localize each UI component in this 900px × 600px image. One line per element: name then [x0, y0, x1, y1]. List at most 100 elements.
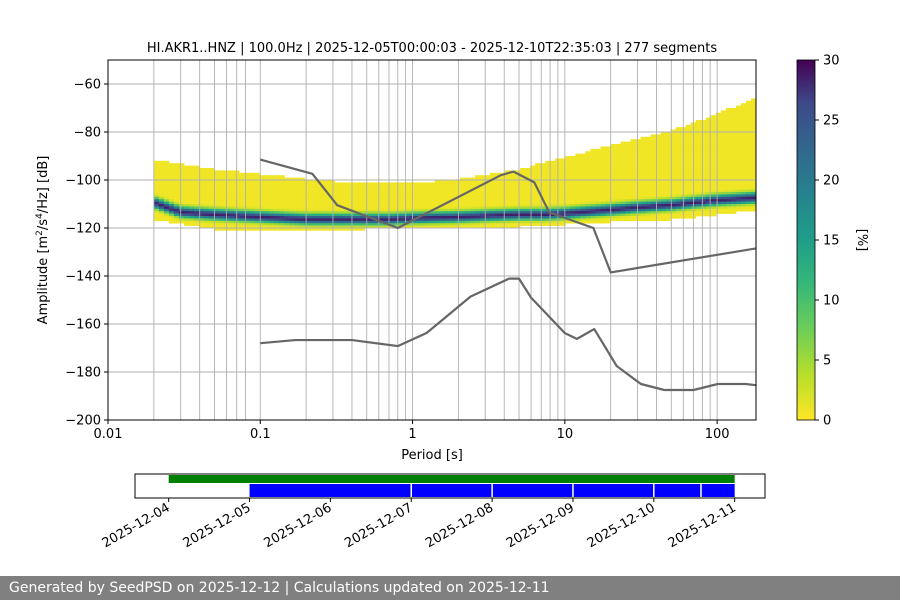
heatmap-cell [530, 199, 536, 202]
heatmap-cell [665, 165, 672, 169]
heatmap-cell [219, 204, 225, 207]
heatmap-cell [730, 201, 737, 205]
heatmap-cell [249, 196, 255, 200]
heatmap-cell [274, 180, 280, 183]
heatmap-cell [735, 165, 742, 169]
heatmap-cell [334, 182, 340, 186]
heatmap-cell [575, 211, 581, 214]
heatmap-cell [715, 141, 722, 145]
heatmap-cell [550, 201, 556, 205]
heatmap-cell [590, 204, 596, 207]
heatmap-cell [750, 156, 756, 159]
heatmap-cell [314, 189, 320, 193]
heatmap-cell [630, 213, 636, 217]
heatmap-cell [600, 180, 606, 183]
heatmap-cell [665, 136, 672, 140]
heatmap-cell [750, 108, 756, 111]
heatmap-cell [735, 129, 742, 133]
heatmap-cell [424, 182, 431, 186]
heatmap-cell [660, 206, 667, 210]
heatmap-cell [725, 189, 732, 193]
heatmap-cell [178, 218, 185, 222]
heatmap-cell [384, 220, 391, 224]
heatmap-cell [740, 108, 747, 111]
heatmap-cell [153, 208, 160, 212]
heatmap-cell [635, 196, 641, 200]
heatmap-cell [178, 172, 185, 176]
heatmap-cell [650, 163, 657, 166]
heatmap-cell [710, 204, 717, 207]
heatmap-cell [565, 158, 571, 162]
heatmap-cell [399, 196, 406, 200]
heatmap-cell [199, 216, 205, 219]
heatmap-cell [750, 165, 756, 169]
heatmap-cell [525, 206, 531, 210]
heatmap-cell [585, 160, 591, 164]
heatmap-cell [705, 153, 712, 157]
heatmap-cell [520, 172, 526, 176]
heatmap-cell [464, 225, 471, 229]
heatmap-cell [635, 139, 641, 142]
heatmap-cell [319, 194, 325, 198]
heatmap-cell [610, 177, 616, 181]
heatmap-cell [505, 199, 511, 202]
heatmap-cell [490, 216, 496, 219]
heatmap-cell [364, 211, 371, 214]
heatmap-cell [204, 220, 210, 224]
heatmap-cell [575, 156, 581, 159]
heatmap-cell [610, 165, 616, 169]
heatmap-cell [424, 192, 431, 195]
heatmap-cell [474, 220, 481, 224]
heatmap-cell [153, 168, 160, 171]
heatmap-cell [183, 199, 190, 202]
heatmap-cell [289, 180, 295, 183]
heatmap-cell [299, 182, 305, 186]
heatmap-cell [590, 208, 596, 212]
heatmap-cell [274, 199, 280, 202]
heatmap-cell [735, 148, 742, 152]
heatmap-cell [530, 189, 536, 193]
heatmap-cell [229, 170, 235, 174]
heatmap-cell [264, 208, 270, 212]
heatmap-cell [183, 175, 190, 178]
heatmap-cell [364, 213, 371, 217]
heatmap-cell [625, 146, 631, 150]
heatmap-cell [640, 187, 647, 190]
heatmap-cell [590, 182, 596, 186]
heatmap-cell [449, 184, 456, 188]
heatmap-cell [214, 216, 220, 219]
heatmap-cell [369, 220, 376, 224]
heatmap-cell [595, 199, 601, 202]
heatmap-cell [485, 208, 491, 212]
heatmap-cell [188, 175, 195, 178]
heatmap-cell [329, 187, 335, 190]
heatmap-cell [269, 187, 275, 190]
heatmap-cell [269, 196, 275, 200]
heatmap-cell [414, 182, 421, 186]
heatmap-cell [725, 192, 732, 195]
heatmap-cell [720, 208, 727, 212]
heatmap-cell [299, 192, 305, 195]
heatmap-cell [204, 211, 210, 214]
heatmap-cell [279, 225, 285, 229]
heatmap-cell [510, 199, 516, 202]
heatmap-cell [540, 187, 546, 190]
heatmap-cell [545, 220, 551, 224]
heatmap-cell [735, 196, 742, 200]
heatmap-cell [570, 182, 576, 186]
heatmap-cell [520, 211, 526, 214]
heatmap-cell [404, 201, 411, 205]
heatmap-cell [209, 196, 215, 200]
heatmap-cell [294, 199, 300, 202]
heatmap-cell [274, 218, 280, 222]
heatmap-cell [560, 223, 566, 226]
heatmap-cell [740, 134, 747, 138]
heatmap-cell [153, 184, 160, 188]
heatmap-cell [469, 192, 476, 195]
heatmap-cell [319, 199, 325, 202]
heatmap-cell [670, 175, 677, 178]
heatmap-cell [374, 201, 381, 205]
heatmap-cell [500, 184, 506, 188]
heatmap-cell [299, 184, 305, 188]
heatmap-cell [530, 220, 536, 224]
